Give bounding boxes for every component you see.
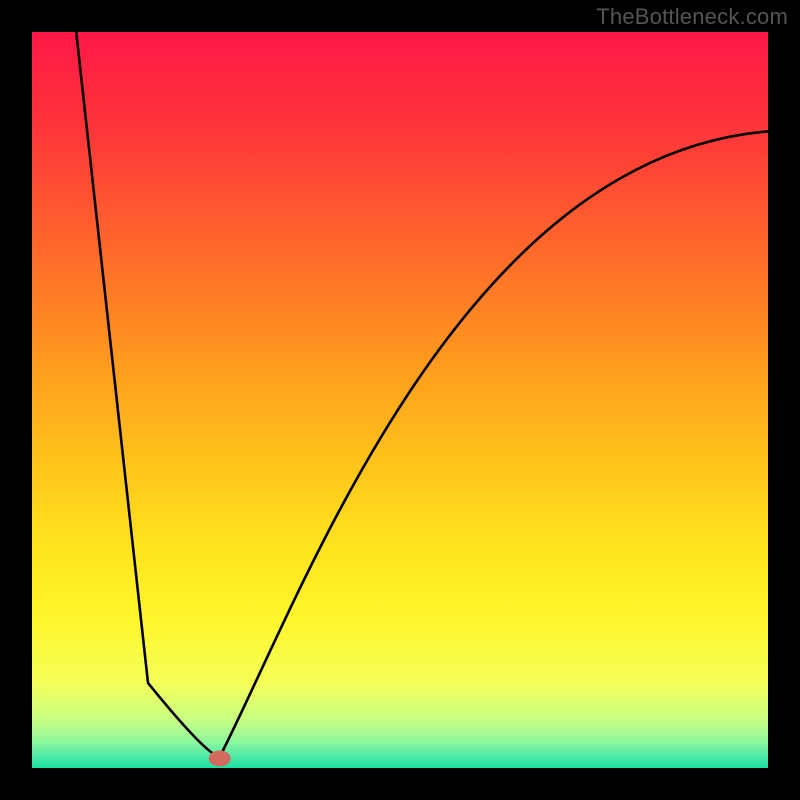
chart-frame: TheBottleneck.com <box>0 0 800 800</box>
optimal-point-marker <box>209 750 231 766</box>
plot-background <box>32 32 768 768</box>
watermark-label: TheBottleneck.com <box>596 4 788 30</box>
bottleneck-curve-chart <box>0 0 800 800</box>
